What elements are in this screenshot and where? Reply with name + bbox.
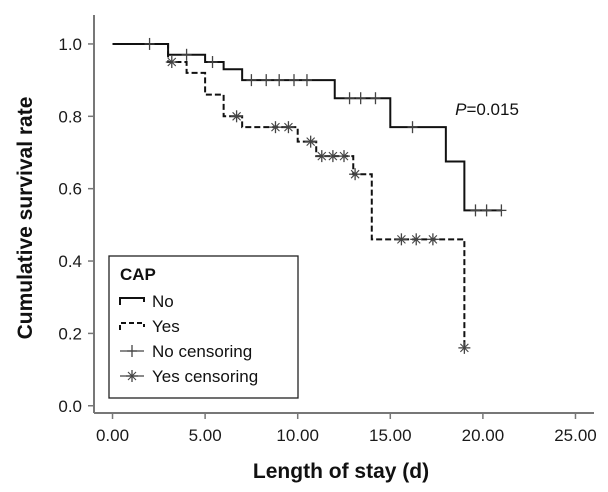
p-value-text: =0.015	[466, 100, 518, 119]
y-tick-label: 1.0	[58, 35, 82, 54]
x-tick-label: 15.00	[369, 426, 412, 445]
censor-mark-stroke	[306, 137, 316, 147]
legend-swatch-plus	[127, 345, 137, 357]
censor-mark-stroke	[397, 234, 406, 244]
censor-mark-no	[496, 204, 507, 217]
censor-mark-yes	[410, 233, 423, 246]
y-tick-label: 0.0	[58, 397, 82, 416]
censor-mark-no	[370, 92, 381, 105]
censor-mark-yes	[304, 135, 317, 148]
y-tick-label: 0.8	[58, 107, 82, 126]
legend-swatch-solid	[119, 297, 145, 305]
legend-entry-label: No censoring	[152, 342, 252, 361]
censor-mark-stroke	[271, 122, 280, 132]
censor-mark-yes	[315, 150, 328, 163]
censor-mark-yes	[269, 121, 282, 134]
censor-mark-stroke	[127, 371, 137, 381]
censor-mark-no	[261, 74, 272, 87]
plot-area: 0.0 0.2 0.4 0.6 0.8 1.0 0.00 5.00 10.00 15.00 20.0…	[58, 15, 597, 445]
series-line-no	[112, 42, 502, 212]
censor-mark-stroke	[428, 234, 438, 244]
x-axis-title: Length of stay (d)	[253, 460, 429, 483]
censor-mark-yes	[230, 110, 243, 123]
censor-mark-stroke	[284, 122, 293, 132]
censor-mark-no	[355, 92, 366, 105]
series-line-yes	[112, 42, 466, 348]
legend-swatch-star	[126, 370, 138, 382]
censor-mark-stroke	[339, 151, 349, 161]
censor-mark-no	[407, 121, 418, 134]
censor-mark-yes	[326, 150, 339, 163]
y-tick-label: 0.2	[58, 324, 82, 343]
censor-mark-stroke	[232, 111, 241, 121]
censor-mark-no	[181, 48, 192, 61]
censor-mark-stroke	[317, 151, 327, 161]
legend-entry-label: Yes	[152, 317, 180, 336]
p-value-annotation: P=0.015	[455, 100, 519, 119]
x-tick-label: 0.00	[96, 426, 129, 445]
legend-entries: No Yes No censoring Yes censoring	[119, 292, 258, 386]
censor-mark-yes	[282, 121, 295, 134]
y-axis-title: Cumulative survival rate	[14, 97, 37, 340]
censor-mark-stroke	[350, 169, 360, 179]
censor-mark-yes	[395, 233, 408, 246]
censor-mark-yes	[338, 150, 350, 163]
censor-mark-no	[246, 74, 257, 87]
legend: CAP No Yes No censoring Yes censoring	[108, 255, 299, 399]
censor-mark-no	[344, 92, 355, 105]
censor-mark-stroke	[328, 151, 338, 161]
x-tick-label: 20.00	[462, 426, 505, 445]
censor-mark-stroke	[411, 234, 421, 244]
y-tick-label: 0.6	[58, 180, 82, 199]
x-tick-label: 25.00	[554, 426, 597, 445]
censor-mark-yes	[426, 233, 439, 246]
censor-mark-yes	[349, 168, 362, 181]
x-tick-label: 5.00	[189, 426, 222, 445]
censor-mark-stroke	[167, 57, 177, 67]
censor-mark-no	[207, 56, 218, 69]
legend-swatch-dashed	[119, 322, 145, 330]
x-tick-label: 10.00	[276, 426, 319, 445]
censor-mark-no	[274, 74, 285, 87]
legend-title: CAP	[120, 265, 156, 284]
legend-box	[108, 255, 299, 399]
censor-mark-no	[470, 204, 481, 217]
censor-mark-no	[289, 74, 299, 87]
p-value-symbol: P	[455, 100, 467, 119]
legend-entry-label: No	[152, 292, 174, 311]
censor-mark-yes	[165, 56, 178, 69]
censor-mark-yes	[458, 341, 471, 354]
y-tick-label: 0.4	[58, 252, 82, 271]
censor-mark-no	[301, 74, 312, 87]
censor-mark-no	[144, 37, 155, 50]
censor-mark-no	[481, 204, 492, 217]
censor-mark-stroke	[459, 343, 469, 353]
legend-entry-label: Yes censoring	[152, 367, 258, 386]
